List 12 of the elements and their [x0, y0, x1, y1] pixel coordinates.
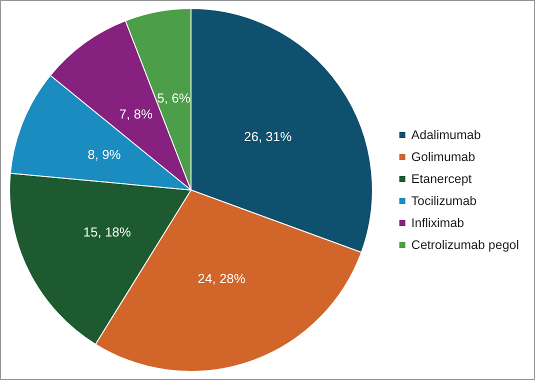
- legend-label: Adalimumab: [411, 128, 481, 142]
- legend-label: Etanercept: [411, 172, 472, 186]
- data-label: 7, 8%: [119, 106, 153, 122]
- legend-label: Infliximab: [411, 216, 464, 230]
- legend-label: Cetrolizumab pegol: [411, 238, 520, 252]
- data-label: 26, 31%: [244, 128, 292, 144]
- data-label: 15, 18%: [83, 224, 132, 240]
- legend-label: Tocilizumab: [411, 194, 477, 208]
- data-label: 5, 6%: [157, 90, 191, 106]
- data-label: 24, 28%: [198, 271, 246, 286]
- data-label: 8, 9%: [88, 147, 122, 162]
- legend-label: Golimumab: [411, 150, 476, 164]
